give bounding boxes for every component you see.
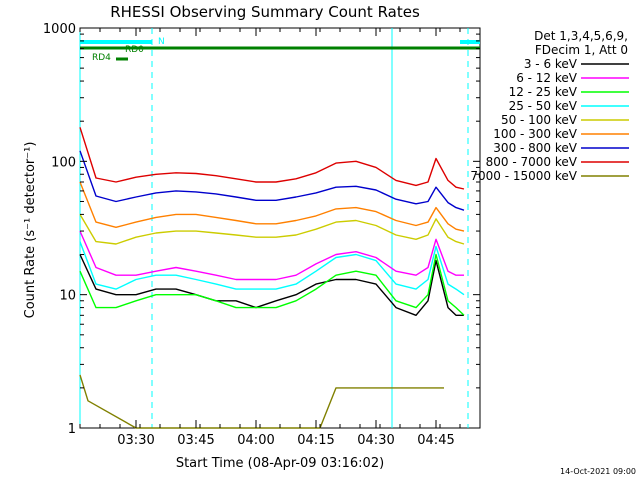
y-axis-label: Count Rate (s⁻¹ detector⁻¹): [23, 142, 38, 319]
legend-entry-label: 6 - 12 keV: [516, 71, 578, 85]
legend-entry-label: 300 - 800 keV: [493, 141, 577, 155]
legend-entry-label: 7000 - 15000 keV: [470, 169, 577, 183]
x-tick-label: 04:15: [297, 433, 334, 448]
y-tick-label: 1: [68, 422, 76, 437]
series-line: [79, 241, 465, 296]
legend-header: Det 1,3,4,5,6,9,: [534, 29, 628, 43]
series-line: [79, 374, 444, 429]
flag-label-n: N: [158, 37, 165, 47]
legend: Det 1,3,4,5,6,9,FDecim 1, Att 03 - 6 keV…: [470, 29, 629, 183]
x-tick-label: 04:30: [357, 433, 394, 448]
series-line: [79, 254, 464, 316]
x-tick-label: 04:45: [417, 433, 454, 448]
x-axis-label: Start Time (08-Apr-09 03:16:02): [176, 456, 384, 471]
legend-entry-label: 50 - 100 keV: [501, 113, 578, 127]
plot-frame: [79, 27, 481, 429]
flag-label-rd4: RD4: [92, 53, 111, 63]
x-axis: 03:30 03:45 04:00 04:15 04:30 04:45: [79, 28, 481, 448]
series-line: [79, 181, 465, 232]
y-tick-label: 100: [51, 155, 76, 170]
series-line: [79, 230, 464, 281]
series-line: [79, 127, 465, 190]
legend-entry-label: 12 - 25 keV: [509, 85, 578, 99]
series-line: [79, 214, 465, 245]
series-line: [79, 253, 465, 316]
flag-label-rd0: RD0: [125, 45, 144, 55]
y-tick-label: 10: [59, 289, 76, 304]
legend-entry-label: 100 - 300 keV: [493, 127, 577, 141]
x-tick-label: 03:30: [117, 433, 154, 448]
x-tick-label: 04:00: [237, 433, 274, 448]
legend-header: FDecim 1, Att 0: [535, 43, 628, 57]
legend-entry-label: 3 - 6 keV: [524, 57, 578, 71]
chart-title: RHESSI Observing Summary Count Rates: [110, 3, 420, 21]
legend-entry-label: 25 - 50 keV: [509, 99, 578, 113]
legend-entry-label: 800 - 7000 keV: [486, 155, 578, 169]
timestamp: 14-Oct-2021 09:00: [560, 467, 636, 476]
y-tick-label: 1000: [43, 22, 76, 37]
series-line: [79, 150, 465, 211]
x-tick-label: 03:45: [177, 433, 214, 448]
plot-area: N RD0 RD4: [79, 27, 481, 429]
y-axis: 1 10 100 1000: [43, 22, 480, 437]
